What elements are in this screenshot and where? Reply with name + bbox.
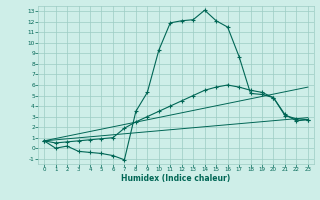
X-axis label: Humidex (Indice chaleur): Humidex (Indice chaleur) bbox=[121, 174, 231, 183]
